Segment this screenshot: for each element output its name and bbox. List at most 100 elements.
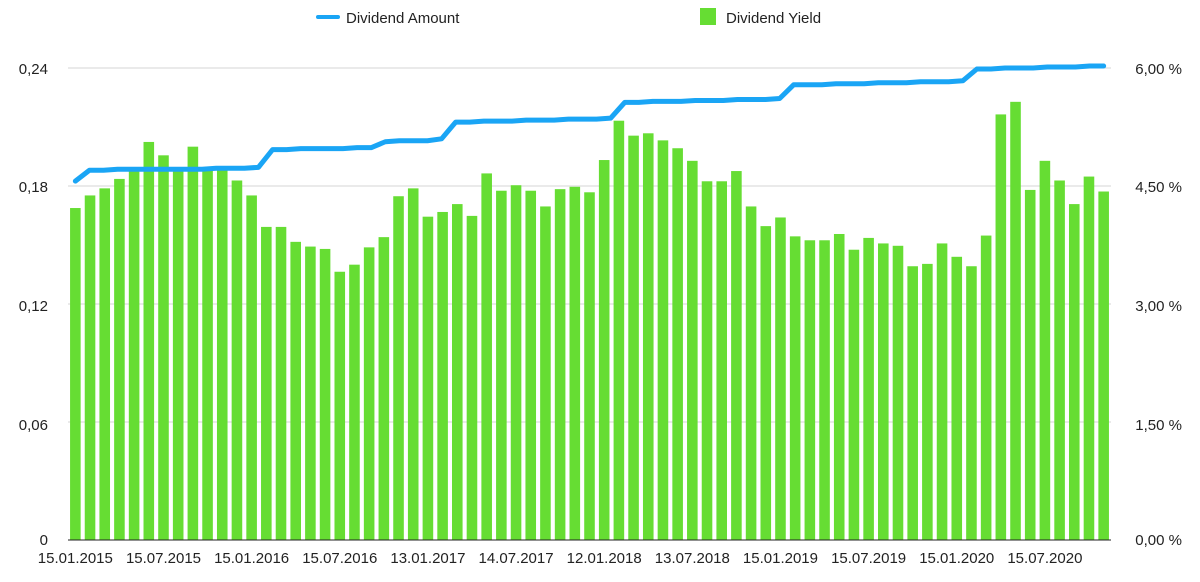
dividend-amount-line-group <box>72 63 1107 184</box>
dividend-yield-bar <box>437 211 448 540</box>
dividend-yield-bar <box>393 196 404 541</box>
dividend-yield-bar <box>128 167 140 540</box>
dividend-yield-bar <box>496 190 507 540</box>
dividend-yield-bar <box>510 185 522 540</box>
dividend-yield-bar <box>701 181 713 540</box>
dividend-yield-bar <box>613 120 625 541</box>
dividend-yield-bar <box>452 204 463 540</box>
legend-label-dividend-yield: Dividend Yield <box>726 10 821 27</box>
right-tick-label: 6,00 % <box>1135 61 1182 78</box>
dividend-yield-bar <box>305 246 316 540</box>
legend-label-dividend-amount: Dividend Amount <box>346 10 460 27</box>
dividend-yield-bar <box>143 141 155 540</box>
right-tick-label: 4,50 % <box>1135 179 1182 196</box>
dividend-yield-bar <box>481 173 492 540</box>
dividend-yield-bar <box>334 271 346 540</box>
x-tick-label: 15.01.2019 <box>743 550 818 567</box>
left-axis-ticks: 0 0,06 0,12 0,18 0,24 <box>19 61 48 549</box>
x-tick-label: 15.01.2020 <box>919 550 994 567</box>
x-tick-label: 15.07.2020 <box>1007 550 1082 567</box>
dividend-yield-bar <box>760 226 772 540</box>
dividend-yield-bar <box>569 186 581 541</box>
right-tick-label: 3,00 % <box>1135 298 1182 315</box>
x-tick-label: 12.01.2018 <box>567 550 642 567</box>
dividend-yield-bar <box>1054 180 1065 541</box>
dividend-yield-bar <box>819 240 830 540</box>
dividend-yield-bar <box>804 240 816 540</box>
dividend-yield-bar <box>158 155 169 540</box>
x-axis-ticks: 15.01.2015 15.07.2015 15.01.2016 15.07.2016… <box>38 550 1083 567</box>
dividend-yield-bar <box>672 148 683 541</box>
dividend-yield-bar <box>349 264 360 540</box>
x-tick-label: 15.07.2019 <box>831 550 906 567</box>
dividend-yield-bar <box>1010 101 1021 540</box>
dividend-yield-bar <box>745 206 757 540</box>
dividend-yield-bar <box>584 192 595 541</box>
dividend-yield-bar <box>378 237 390 540</box>
left-tick-label: 0,24 <box>19 61 48 78</box>
left-tick-label: 0 <box>40 532 48 549</box>
dividend-yield-bar <box>246 195 257 540</box>
dividend-yield-bar <box>261 226 272 540</box>
x-tick-label: 13.01.2017 <box>390 550 465 567</box>
dividend-yield-bar <box>319 248 331 540</box>
dividend-yield-bar <box>554 189 566 540</box>
left-tick-label: 0,06 <box>19 417 48 434</box>
right-tick-label: 1,50 % <box>1135 417 1182 434</box>
right-tick-label: 0,00 % <box>1135 532 1182 549</box>
right-axis-ticks: 0,00 % 1,50 % 3,00 % 4,50 % 6,00 % <box>1135 61 1182 549</box>
dividend-yield-bar <box>84 195 96 540</box>
dividend-yield-bar <box>275 226 287 540</box>
dividend-yield-bar <box>187 146 199 541</box>
dividend-yield-bar <box>922 263 933 540</box>
x-tick-label: 15.01.2016 <box>214 550 289 567</box>
dividend-yield-bar <box>863 237 874 541</box>
left-tick-label: 0,18 <box>19 179 48 196</box>
dividend-yield-bar <box>407 188 419 541</box>
dividend-yield-bar <box>525 190 537 540</box>
dividend-yield-bar <box>99 188 111 541</box>
dividend-yield-bar <box>775 217 786 540</box>
dividend-yield-bar <box>951 256 963 540</box>
dividend-yield-bar <box>540 206 551 540</box>
dividend-yield-bar <box>848 249 860 540</box>
dividend-yield-bar <box>657 140 669 540</box>
dividend-yield-bar <box>466 215 478 540</box>
dividend-yield-bar <box>833 233 845 541</box>
dividend-yield-bar <box>231 180 243 541</box>
dividend-yield-bar <box>70 208 81 540</box>
dividend-yield-bars <box>70 101 1109 541</box>
dividend-yield-bar <box>422 216 434 540</box>
dividend-yield-bar <box>907 266 918 540</box>
dividend-yield-bar <box>628 135 639 540</box>
dividend-yield-bar <box>1024 189 1036 540</box>
dividend-yield-bar <box>892 245 904 541</box>
dividend-yield-bar <box>172 167 184 540</box>
dividend-yield-bar <box>1068 204 1080 540</box>
left-tick-label: 0,12 <box>19 298 48 315</box>
dividend-yield-bar <box>878 243 889 540</box>
dividend-yield-bar <box>598 160 610 541</box>
dividend-yield-bar <box>642 133 654 541</box>
dividend-yield-bar <box>216 168 228 540</box>
dividend-yield-bar <box>995 114 1007 540</box>
x-tick-label: 13.07.2018 <box>655 550 730 567</box>
dividend-yield-bar <box>980 235 992 540</box>
x-tick-label: 15.07.2015 <box>126 550 201 567</box>
legend: Dividend Amount Dividend Yield <box>316 8 821 27</box>
dividend-yield-bar <box>202 167 213 540</box>
dividend-yield-bar <box>290 241 301 540</box>
dividend-yield-bar <box>1083 176 1095 540</box>
legend-bar-swatch <box>700 8 716 25</box>
dividend-yield-bar <box>687 160 698 540</box>
dividend-yield-bar <box>114 178 125 541</box>
dividend-amount-line <box>72 63 1107 184</box>
x-tick-label: 15.01.2015 <box>38 550 113 567</box>
dividend-yield-bar <box>731 171 742 541</box>
dividend-yield-bar <box>363 247 375 541</box>
x-tick-label: 14.07.2017 <box>479 550 554 567</box>
dividend-yield-bar <box>1039 160 1051 540</box>
dividend-yield-bar <box>966 266 977 540</box>
x-tick-label: 15.07.2016 <box>302 550 377 567</box>
